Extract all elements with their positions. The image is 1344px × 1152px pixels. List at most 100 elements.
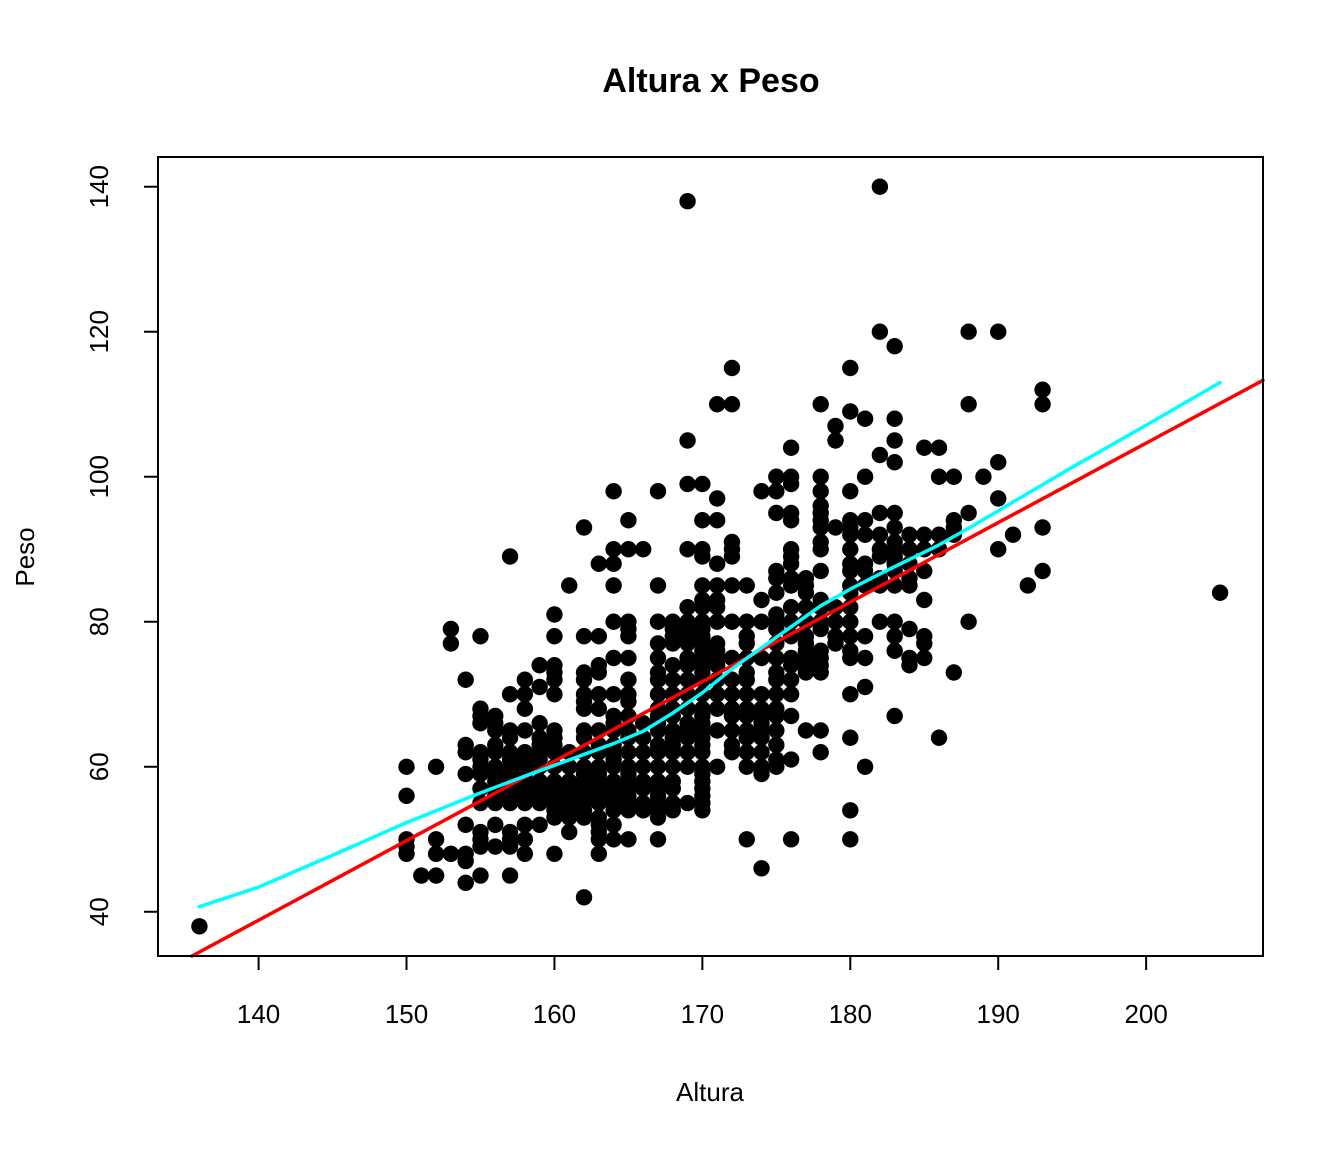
data-point xyxy=(708,396,726,413)
data-point xyxy=(768,649,785,667)
data-point xyxy=(442,635,460,652)
data-point xyxy=(664,794,681,812)
data-point xyxy=(842,483,859,500)
data-point xyxy=(723,671,741,688)
data-point xyxy=(516,700,534,717)
data-point xyxy=(886,613,903,630)
data-point xyxy=(886,504,903,522)
data-point xyxy=(649,577,667,594)
data-point xyxy=(620,831,637,848)
data-point xyxy=(768,562,785,580)
data-point xyxy=(738,758,755,775)
data-point xyxy=(708,700,726,717)
data-point xyxy=(472,823,489,841)
data-point xyxy=(605,773,622,790)
data-point xyxy=(561,773,578,790)
data-point xyxy=(812,396,829,413)
data-point xyxy=(886,707,903,725)
data-point xyxy=(886,642,903,659)
data-point xyxy=(723,736,741,754)
data-point xyxy=(649,758,667,775)
data-point xyxy=(605,613,622,630)
data-point xyxy=(664,722,681,739)
data-point xyxy=(842,555,859,572)
data-point xyxy=(708,613,726,630)
data-point xyxy=(561,823,578,841)
data-point xyxy=(398,787,415,804)
data-point xyxy=(812,562,829,580)
data-point xyxy=(738,613,755,630)
data-point xyxy=(768,483,785,500)
data-point xyxy=(546,686,563,703)
data-point xyxy=(531,816,548,833)
fit-lines xyxy=(190,378,1265,958)
data-point xyxy=(398,845,415,862)
data-point xyxy=(782,468,800,485)
data-point xyxy=(516,671,534,688)
data-point xyxy=(516,686,534,703)
y-tick-label: 120 xyxy=(84,310,114,353)
data-point xyxy=(901,541,918,558)
data-point xyxy=(708,722,726,739)
data-point xyxy=(812,722,829,739)
data-point xyxy=(708,512,726,529)
data-point xyxy=(634,541,652,558)
data-point xyxy=(472,628,489,645)
data-point xyxy=(782,570,800,587)
data-point xyxy=(945,468,963,485)
data-point xyxy=(679,758,696,775)
data-point xyxy=(664,613,681,630)
data-point xyxy=(930,729,948,746)
data-point xyxy=(768,686,785,703)
y-axis: 40 60 80 100 120 140 xyxy=(84,165,158,926)
data-point xyxy=(768,606,785,623)
data-point xyxy=(723,686,741,703)
data-point xyxy=(605,707,622,725)
data-point xyxy=(575,519,593,536)
data-point xyxy=(605,483,622,500)
data-point xyxy=(649,686,667,703)
data-point xyxy=(842,512,859,529)
data-point xyxy=(842,686,859,703)
data-point xyxy=(694,591,711,609)
data-point xyxy=(782,541,800,558)
data-point xyxy=(842,642,859,659)
data-point xyxy=(753,758,770,775)
data-point xyxy=(694,700,711,717)
data-point xyxy=(842,729,859,746)
data-point xyxy=(679,794,696,812)
data-point xyxy=(812,483,829,500)
data-point xyxy=(812,468,829,485)
data-point xyxy=(930,526,948,543)
x-tick-label: 140 xyxy=(237,999,280,1029)
data-point xyxy=(768,722,785,739)
data-point xyxy=(679,193,696,210)
data-point xyxy=(738,700,755,717)
data-point xyxy=(649,664,667,681)
data-point xyxy=(856,410,874,427)
data-point xyxy=(842,613,859,630)
data-point xyxy=(842,802,859,819)
data-point xyxy=(531,773,548,790)
data-point xyxy=(694,613,711,630)
data-point xyxy=(457,874,474,891)
x-tick-label: 190 xyxy=(977,999,1020,1029)
data-points xyxy=(191,178,1229,935)
data-point xyxy=(916,649,933,667)
data-point xyxy=(886,432,903,449)
data-point xyxy=(768,664,785,681)
data-point xyxy=(487,838,504,855)
data-point xyxy=(886,338,903,355)
data-point xyxy=(590,657,608,674)
data-point xyxy=(871,613,889,630)
data-point xyxy=(871,446,889,464)
data-point xyxy=(501,548,519,565)
data-point xyxy=(664,671,681,688)
chart-title: Altura x Peso xyxy=(602,62,819,100)
data-point xyxy=(649,635,667,652)
data-point xyxy=(575,722,593,739)
data-point xyxy=(649,483,667,500)
data-point xyxy=(827,417,844,435)
data-point xyxy=(501,867,519,884)
